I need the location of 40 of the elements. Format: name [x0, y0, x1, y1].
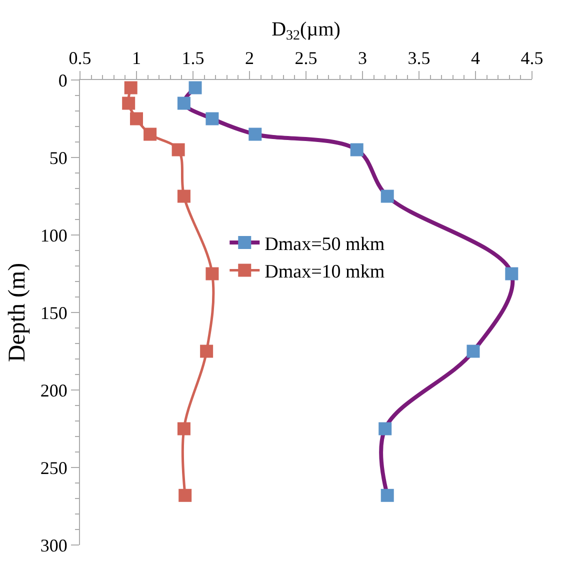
point — [172, 143, 185, 156]
point — [350, 143, 364, 156]
y-tick-label: 0 — [58, 70, 68, 90]
x-tick-label: 2.5 — [294, 48, 318, 68]
point — [188, 81, 202, 94]
y-tick-label: 150 — [40, 302, 68, 323]
point — [130, 112, 143, 126]
point — [177, 190, 190, 203]
legend-label: Dmax=50 mkm — [264, 234, 385, 255]
x-axis-title: D$_{32}$(µm) — [272, 18, 340, 44]
y-tick-label: 250 — [40, 458, 68, 478]
x-tick-label: 1.5 — [182, 48, 204, 68]
point — [200, 344, 214, 358]
x-tick-label: 0.5 — [68, 48, 92, 68]
point — [248, 128, 262, 141]
point — [122, 96, 136, 110]
legend-label: Dmax=10 mkm — [264, 262, 385, 283]
point — [378, 422, 392, 436]
point — [177, 96, 190, 110]
x-tick-label: 3 — [358, 48, 367, 68]
point — [177, 422, 190, 436]
y-tick-label: 100 — [40, 225, 68, 246]
y-tick-label: 200 — [40, 380, 68, 400]
y-tick-label: 300 — [40, 535, 68, 556]
x-tick-label: 2 — [245, 48, 254, 68]
y-tick-label: 50 — [49, 148, 68, 168]
x-tick-label: 4 — [471, 48, 480, 68]
point — [466, 344, 480, 358]
x-tick-label: 1 — [132, 48, 141, 68]
y-axis-title: Depth (m) — [4, 262, 30, 362]
point — [380, 488, 394, 502]
point — [124, 81, 138, 94]
point — [380, 190, 394, 203]
point — [178, 488, 192, 502]
point — [144, 128, 157, 141]
point — [505, 267, 518, 280]
x-tick-label: 4.5 — [520, 48, 544, 68]
point — [206, 267, 219, 280]
point — [206, 112, 219, 126]
x-tick-label: 3.5 — [408, 48, 430, 68]
